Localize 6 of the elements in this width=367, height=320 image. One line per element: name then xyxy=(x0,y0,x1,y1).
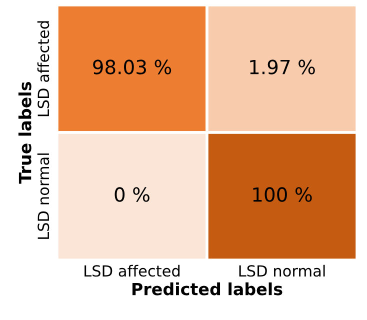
data-label: 100 % xyxy=(253,187,312,202)
data-label: 1.97 % xyxy=(250,60,315,74)
x-axis-title: Predicted labels xyxy=(132,282,282,296)
y-axis-title: True labels xyxy=(18,82,32,184)
data-label: 0 % xyxy=(114,187,150,202)
data-label: 98.03 % xyxy=(93,60,172,74)
